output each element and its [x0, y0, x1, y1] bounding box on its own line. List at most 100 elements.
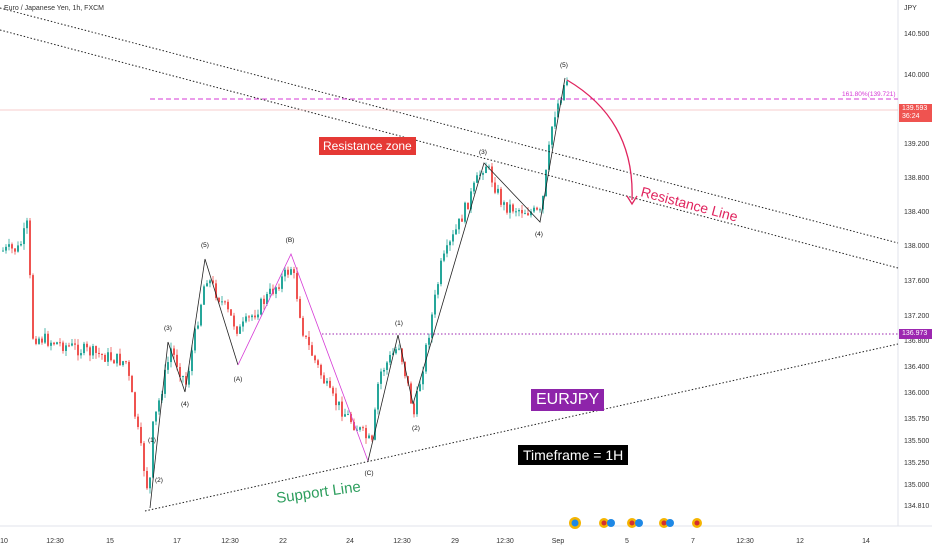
candle-body	[557, 103, 559, 118]
price-tick-label: 140.500	[904, 31, 929, 38]
candle-body	[191, 350, 193, 372]
candle-body	[326, 380, 328, 384]
candle-body	[263, 298, 265, 305]
price-tick-label: 140.000	[904, 72, 929, 79]
candle-body	[29, 220, 31, 276]
candle-body	[458, 218, 460, 230]
candle-body	[371, 435, 373, 440]
candle-body	[275, 287, 277, 294]
candle-body	[563, 85, 565, 101]
candle-body	[23, 228, 25, 245]
candle-body	[554, 117, 556, 127]
candle-body	[89, 347, 91, 356]
wave-label: (B)	[286, 237, 295, 244]
candle-body	[425, 344, 427, 372]
time-tick-label: 12:30	[393, 538, 411, 545]
candle-body	[26, 220, 28, 229]
candle-body	[209, 280, 211, 284]
candle-body	[104, 355, 106, 362]
candle-body	[107, 352, 109, 362]
candle-body	[377, 383, 379, 410]
candle-body	[551, 126, 553, 145]
candle-body	[422, 371, 424, 385]
candle-body	[566, 81, 568, 86]
economic-events[interactable]	[569, 517, 702, 529]
candle-body	[521, 210, 523, 214]
candle-body	[227, 301, 229, 310]
resistance-line-lower	[0, 29, 899, 269]
candle-body	[335, 393, 337, 406]
candle-body	[509, 204, 511, 213]
candle-body	[59, 342, 61, 344]
candle-body	[296, 272, 298, 299]
candle-body	[179, 366, 181, 377]
time-tick-label: 10	[0, 538, 8, 545]
candle-body	[287, 269, 289, 275]
annotation-lines	[0, 7, 899, 512]
time-tick-label: 17	[173, 538, 181, 545]
time-tick-label: 12	[796, 538, 804, 545]
price-tick-label: 138.400	[904, 209, 929, 216]
wave-label: (4)	[181, 401, 189, 408]
candle-body	[428, 337, 430, 345]
candle-body	[548, 144, 550, 170]
time-axis: 10 12:30 15 17 12:30 22 24 12:30 29 12:30 Sep 5 7 12:…	[0, 538, 870, 545]
price-tick-label: 136.400	[904, 364, 929, 371]
candle-body	[341, 401, 343, 417]
time-tick-label: 12:30	[221, 538, 239, 545]
candle-body	[2, 250, 4, 252]
candle-body	[266, 294, 268, 305]
candle-body	[188, 371, 190, 385]
level-price-badge: 136.973	[899, 329, 932, 340]
candle-body	[362, 427, 364, 429]
candle-body	[494, 182, 496, 193]
wave-label: (4)	[535, 231, 543, 238]
price-tick-label: 137.200	[904, 313, 929, 320]
fib-level-label: 161.80%(139.721)	[842, 91, 896, 98]
candle-body	[446, 245, 448, 254]
support-line-label: Support Line	[275, 478, 362, 507]
candle-body	[176, 354, 178, 367]
symbol-badge: EURJPY	[531, 389, 605, 411]
candle-body	[122, 361, 124, 366]
candle-body	[515, 211, 517, 213]
candle-body	[50, 342, 52, 346]
candle-body	[164, 369, 166, 394]
candle-body	[506, 202, 508, 213]
candle-body	[257, 314, 259, 318]
candle-body	[158, 400, 160, 412]
candle-body	[524, 213, 526, 215]
candle-body	[431, 314, 433, 338]
resistance-zone-badge: Resistance zone	[319, 137, 416, 155]
candle-body	[413, 403, 415, 415]
candle-body	[143, 443, 145, 471]
candle-body	[500, 188, 502, 205]
wave-labels: (1) (2) (3) (4) (5) (A) (B) (C) (1) (2) (3) (4) (5)	[148, 62, 568, 484]
candle-body	[92, 346, 94, 356]
candle-body	[353, 422, 355, 431]
candle-body	[14, 248, 16, 252]
candle-body	[488, 166, 490, 168]
candle-body	[131, 375, 133, 393]
candle-body	[299, 298, 301, 318]
candle-body	[242, 321, 244, 327]
candle-body	[416, 391, 418, 415]
resistance-zone-text: Resistance zone	[323, 139, 412, 153]
candle-body	[485, 166, 487, 174]
wave-label: (2)	[155, 477, 163, 484]
candle-body	[419, 384, 421, 392]
candle-body	[215, 283, 217, 298]
candle-body	[200, 304, 202, 326]
time-tick-label: 12:30	[46, 538, 64, 545]
candle-body	[395, 349, 397, 354]
candle-body	[278, 287, 280, 289]
candle-body	[77, 344, 79, 356]
chart-title: Euro / Japanese Yen, 1h, FXCM	[4, 5, 104, 12]
candle-body	[239, 326, 241, 334]
currency-label: JPY	[904, 5, 917, 12]
price-axis: 140.500140.000139.600139.200138.800138.4…	[904, 31, 929, 510]
candle-body	[533, 207, 535, 212]
candle-body	[128, 361, 130, 376]
candle-body	[32, 275, 34, 339]
